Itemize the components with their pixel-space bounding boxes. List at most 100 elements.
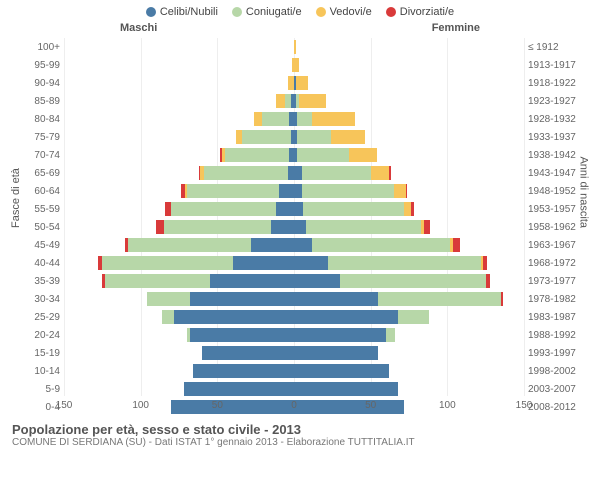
bar-segment (204, 166, 288, 180)
female-half (294, 164, 524, 182)
bar-segment (171, 202, 275, 216)
bar-segment (297, 112, 312, 126)
age-label: 20-24 (20, 330, 64, 341)
bar-segment (294, 310, 398, 324)
footer-subtitle: COMUNE DI SERDIANA (SU) - Dati ISTAT 1° … (12, 437, 588, 448)
bar-segment (156, 220, 164, 234)
age-label: 60-64 (20, 186, 64, 197)
male-bar (220, 148, 294, 162)
female-half (294, 74, 524, 92)
male-half (64, 38, 294, 56)
age-row: 15-191993-1997 (20, 344, 580, 362)
female-half (294, 254, 524, 272)
birth-year-label: 1958-1962 (524, 222, 580, 233)
bar-segment (299, 94, 327, 108)
male-half (64, 56, 294, 74)
female-half (294, 38, 524, 56)
female-bar (294, 310, 429, 324)
age-row: 50-541958-1962 (20, 218, 580, 236)
age-label: 25-29 (20, 312, 64, 323)
age-label: 85-89 (20, 96, 64, 107)
bar-segment (128, 238, 251, 252)
age-label: 80-84 (20, 114, 64, 125)
age-row: 65-691943-1947 (20, 164, 580, 182)
bar-segment (294, 238, 312, 252)
age-label: 15-19 (20, 348, 64, 359)
legend-swatch (232, 7, 242, 17)
bar-segment (312, 112, 355, 126)
row-grid (64, 236, 524, 254)
row-grid (64, 290, 524, 308)
bar-segment (294, 364, 389, 378)
bar-segment (279, 184, 294, 198)
male-bar (162, 310, 294, 324)
rows-container: 100+≤ 191295-991913-191790-941918-192285… (20, 38, 580, 416)
row-grid (64, 146, 524, 164)
male-half (64, 236, 294, 254)
birth-year-label: 1968-1972 (524, 258, 580, 269)
female-half (294, 182, 524, 200)
male-bar (102, 274, 294, 288)
bar-segment (225, 148, 289, 162)
male-half (64, 182, 294, 200)
male-bar (181, 184, 294, 198)
birth-year-label: 1988-1992 (524, 330, 580, 341)
bar-segment (294, 382, 398, 396)
age-label: 35-39 (20, 276, 64, 287)
row-grid (64, 110, 524, 128)
bar-segment (251, 238, 294, 252)
bar-segment (303, 202, 404, 216)
male-half (64, 362, 294, 380)
legend-item: Coniugati/e (232, 6, 302, 18)
bar-segment (294, 346, 378, 360)
bar-segment (105, 274, 209, 288)
legend-item: Divorziati/e (386, 6, 454, 18)
age-row: 40-44 1968-1972 (20, 254, 580, 272)
age-label: 65-69 (20, 168, 64, 179)
birth-year-label: 1933-1937 (524, 132, 580, 143)
bar-segment (190, 292, 294, 306)
female-half (294, 362, 524, 380)
birth-year-label: 1998-2002 (524, 366, 580, 377)
age-row: 90-941918-1922 (20, 74, 580, 92)
age-row: 45-491963-1967 (20, 236, 580, 254)
bar-segment (296, 76, 308, 90)
legend-swatch (146, 7, 156, 17)
bar-segment (371, 166, 389, 180)
female-bar (294, 346, 378, 360)
female-bar (294, 274, 490, 288)
age-label: 40-44 (20, 258, 64, 269)
bar-segment (340, 274, 486, 288)
x-tick-label: 50 (365, 400, 376, 411)
bar-segment (483, 256, 488, 270)
bar-segment (294, 292, 378, 306)
birth-year-label: 1938-1942 (524, 150, 580, 161)
age-label: 10-14 (20, 366, 64, 377)
male-half (64, 200, 294, 218)
male-half (64, 272, 294, 290)
female-bar (294, 238, 460, 252)
bar-segment (271, 220, 294, 234)
male-half (64, 326, 294, 344)
female-bar (294, 220, 430, 234)
bar-segment (378, 292, 501, 306)
bar-segment (297, 148, 349, 162)
bar-segment (242, 130, 291, 144)
age-row: 80-841928-1932 (20, 110, 580, 128)
age-label: 75-79 (20, 132, 64, 143)
female-half (294, 344, 524, 362)
female-bar (294, 202, 414, 216)
bar-segment (411, 202, 414, 216)
male-half (64, 164, 294, 182)
row-grid (64, 200, 524, 218)
female-bar (294, 130, 365, 144)
age-row: 70-741938-1942 (20, 146, 580, 164)
birth-year-label: 1983-1987 (524, 312, 580, 323)
male-bar (187, 328, 294, 342)
male-bar (199, 166, 294, 180)
male-bar (202, 346, 294, 360)
age-label: 55-59 (20, 204, 64, 215)
age-label: 45-49 (20, 240, 64, 251)
bar-segment (406, 184, 408, 198)
male-bar (254, 112, 294, 126)
